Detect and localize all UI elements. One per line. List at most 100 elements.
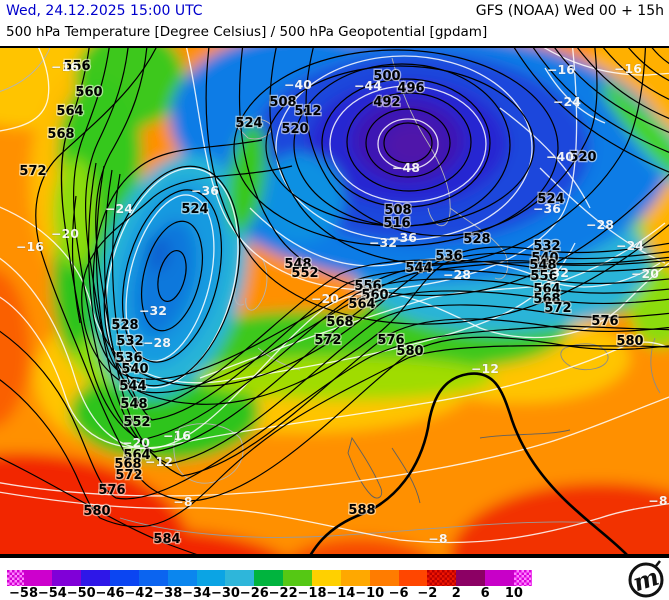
temperature-contour-label: −28 — [143, 335, 171, 350]
temperature-contour-label: −20 — [51, 226, 79, 241]
geopotential-contour-label: 580 — [616, 334, 643, 349]
temperature-contour-label: −28 — [586, 217, 614, 232]
legend-tick-label: 10 — [504, 586, 523, 600]
legend-segment — [7, 570, 24, 586]
geopotential-contour-label: 556 — [63, 59, 90, 74]
temperature-contour-label: −12 — [471, 361, 499, 376]
geopotential-contour-label: 520 — [569, 150, 596, 165]
geopotential-contour-label: 524 — [181, 202, 208, 217]
geopotential-contour-label: 576 — [98, 483, 125, 498]
legend-tick-label: −54 — [37, 586, 67, 600]
geopotential-contour-label: 544 — [119, 379, 146, 394]
geopotential-contour-label: 516 — [383, 216, 410, 231]
geopotential-contour-label: 572 — [19, 164, 46, 179]
chart-title: 500 hPa Temperature [Degree Celsius] / 5… — [6, 24, 488, 40]
geopotential-contour-label: 584 — [153, 532, 180, 547]
legend-tick-label: −46 — [95, 586, 125, 600]
geopotential-contour-label: 556 — [530, 269, 557, 284]
geopotential-contour-label: 528 — [463, 232, 490, 247]
temperature-contour-label: −8 — [428, 531, 447, 546]
legend-tick-label: −14 — [326, 586, 356, 600]
geopotential-contour-label: 572 — [115, 468, 142, 483]
legend-segment — [52, 570, 82, 586]
geopotential-contour-label: 540 — [531, 251, 558, 266]
geopotential-contour-label: 552 — [123, 415, 150, 430]
meteociel-logo: m — [628, 560, 664, 598]
temperature-contour-label: −32 — [369, 235, 397, 250]
geopotential-contour-label: 548 — [284, 257, 311, 272]
temperature-contour-label: −24 — [105, 201, 133, 216]
geopotential-contour-label: 528 — [111, 318, 138, 333]
temperature-contour-label: −32 — [139, 303, 167, 318]
geopotential-contour-label: 568 — [326, 315, 353, 330]
legend-tick-label: −34 — [182, 586, 212, 600]
legend-tick-label: −22 — [268, 586, 298, 600]
geopotential-contour-label: 492 — [373, 95, 400, 110]
geopotential-contour-label: 572 — [314, 333, 341, 348]
temperature-contour-label: −44 — [354, 78, 382, 93]
legend-segment — [485, 570, 514, 586]
map-canvas: 5565605645685725004964925085125205245085… — [0, 48, 669, 554]
legend-tick-label: −42 — [124, 586, 154, 600]
model-run-info: GFS (NOAA) Wed 00 + 15h — [475, 3, 664, 19]
geopotential-contour-label: 564 — [56, 104, 83, 119]
header: Wed, 24.12.2025 15:00 UTC GFS (NOAA) Wed… — [0, 0, 669, 46]
legend-tick-label: −38 — [153, 586, 183, 600]
temperature-labels: −48−44−40−40−36−36−36−32−32−32−28−28−28−… — [16, 59, 668, 547]
temperature-contour-label: −24 — [553, 94, 581, 109]
temperature-contour-label: −40 — [546, 149, 574, 164]
geopotential-contour-label: 524 — [537, 192, 564, 207]
legend-segment — [254, 570, 284, 586]
geopotential-contour-label: 568 — [114, 457, 141, 472]
geopotential-contour-label: 544 — [405, 261, 432, 276]
geopotential-contour-label: 576 — [377, 333, 404, 348]
geopotential-contour-label: 564 — [533, 282, 560, 297]
legend-tick-label: 6 — [480, 586, 490, 600]
temperature-contour-label: −36 — [191, 183, 219, 198]
geopotential-contour-label: 524 — [235, 116, 262, 131]
legend-segment — [513, 570, 532, 586]
geopotential-contour-label: 540 — [121, 362, 148, 377]
geopotential-contour-label: 532 — [533, 239, 560, 254]
legend-segment — [427, 570, 457, 586]
geopotential-contour-label: 564 — [123, 448, 150, 463]
geopotential-contour-label: 508 — [269, 95, 296, 110]
geopotential-contour-label: 580 — [83, 504, 110, 519]
temperature-contour-label: −16 — [51, 59, 79, 74]
temperature-contour-label: −20 — [631, 266, 659, 281]
legend-tick-label: −18 — [297, 586, 327, 600]
geopotential-contour-label: 536 — [435, 249, 462, 264]
legend-tick-label: −2 — [417, 586, 438, 600]
geopotential-contour-label: 508 — [384, 203, 411, 218]
legend-tick-label: −26 — [239, 586, 269, 600]
map-area: 556 560 564 568 572 500 496 492 508 512 520 524 508 5… — [0, 46, 669, 558]
geopotential-contour-label: 548 — [120, 397, 147, 412]
temperature-contour-label: −24 — [616, 238, 644, 253]
geopotential-contour-label: 588 — [348, 503, 375, 518]
geopotential-contours — [0, 48, 669, 554]
geopotential-contour-label: 532 — [116, 334, 143, 349]
temperature-contour-label: −48 — [392, 160, 420, 175]
valid-datetime: Wed, 24.12.2025 15:00 UTC — [6, 3, 203, 19]
legend-segment — [81, 570, 111, 586]
geopotential-contour-label: 564 — [348, 297, 375, 312]
legend-segment — [283, 570, 312, 586]
legend-segment — [369, 570, 399, 586]
geopotential-contour-label: 556 — [354, 279, 381, 294]
temperature-contour-label: −32 — [541, 265, 569, 280]
legend-tick-label: −6 — [388, 586, 409, 600]
temperature-contour-label: −8 — [173, 494, 192, 509]
geopotential-contour-label: 520 — [281, 122, 308, 137]
legend-segment — [398, 570, 428, 586]
legend-segment — [110, 570, 139, 586]
geopotential-contour-label: 536 — [115, 351, 142, 366]
geopotential-contour-label: 500 — [373, 69, 400, 84]
temperature-contour-label: −12 — [145, 454, 173, 469]
temperature-contour-label: −16 — [614, 61, 642, 76]
temperature-contour-label: −28 — [443, 267, 471, 282]
temperature-contour-label: −16 — [547, 62, 575, 77]
legend-segment — [340, 570, 370, 586]
legend-tick-label: −10 — [355, 586, 385, 600]
temperature-contour-label: −20 — [122, 435, 150, 450]
